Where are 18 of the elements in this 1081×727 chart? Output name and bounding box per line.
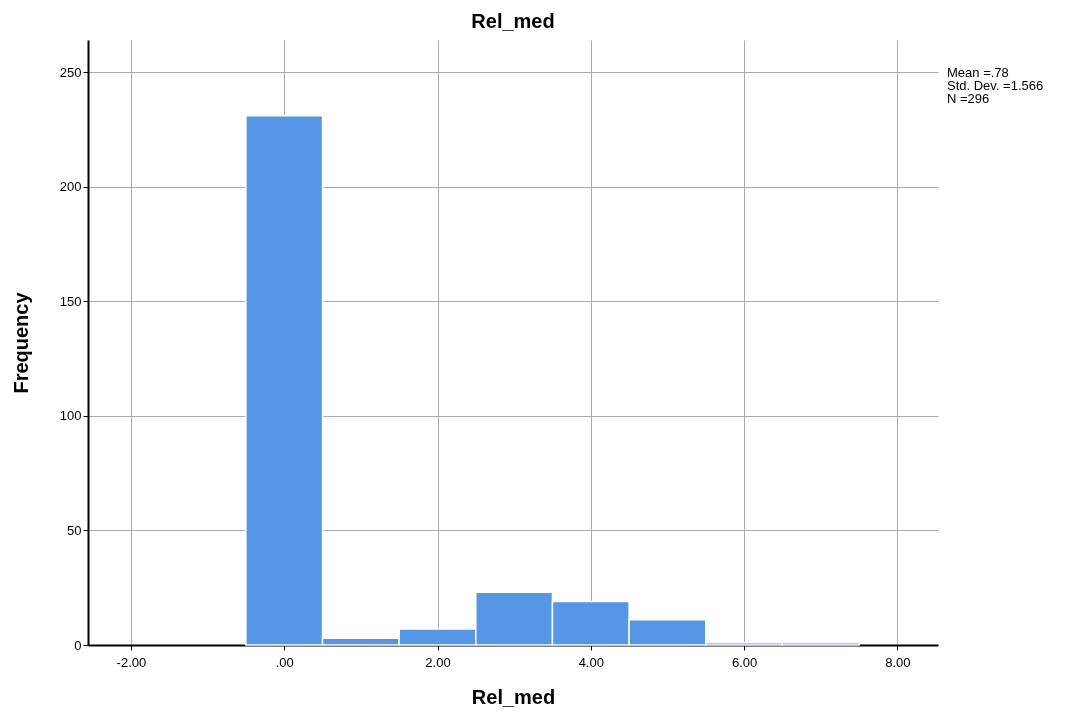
text: Mean =.78 <box>947 65 1010 80</box>
x-tick-label: 2.00 <box>425 654 451 670</box>
x-tick-label: 4.00 <box>578 654 604 670</box>
chart-title: Rel_med <box>471 10 555 32</box>
y-tick-label: 200 <box>59 179 82 195</box>
y-tick-label: 100 <box>59 408 82 424</box>
x-tick-label: .00 <box>275 654 294 670</box>
text: N =296 <box>947 91 991 106</box>
x-tick-label: -2.00 <box>116 654 147 670</box>
y-tick-label: 250 <box>59 64 82 80</box>
y-tick-label: 50 <box>67 522 82 538</box>
y-tick-label: 0 <box>74 637 82 653</box>
text: Std. Dev. =1.566 <box>947 78 1044 93</box>
y-tick-label: 150 <box>59 293 82 309</box>
x-axis-title: Rel_med <box>471 685 556 708</box>
y-axis-title: Frequency <box>9 291 32 394</box>
x-tick-label: 8.00 <box>885 654 911 670</box>
x-tick-label: 6.00 <box>731 654 758 670</box>
